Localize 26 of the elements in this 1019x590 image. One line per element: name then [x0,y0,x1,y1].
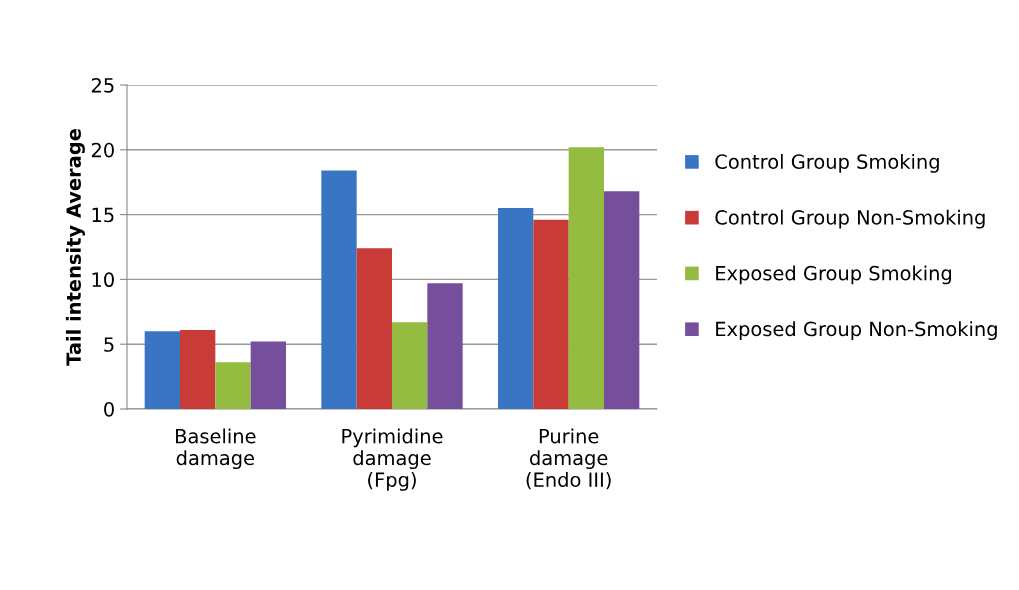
bar [568,147,604,409]
bar [533,219,569,409]
bar [356,248,392,409]
bar [427,283,463,409]
legend-label: Exposed Group Smoking [716,265,952,285]
y-tick-label: 25 [91,77,114,93]
bar [144,331,180,409]
bar [392,322,428,409]
bar [250,341,286,409]
bar [498,208,534,409]
x-tick-label: Pyrimidine damage (Fpg) [342,428,443,491]
bar [215,362,251,409]
y-tick-label: 10 [92,272,114,288]
y-tick-label: 0 [104,401,114,417]
x-tick-label: Baseline damage [176,428,256,470]
y-tick-label: 5 [104,337,114,352]
legend-label: Control Group Smoking [715,153,939,173]
y-tick-label: 15 [92,207,114,223]
y-tick-label: 20 [91,142,114,158]
bar [604,191,640,409]
legend-label: Control Group Non-Smoking [715,209,985,229]
bar [180,329,216,409]
y-axis-title: Tail intensity Average [65,129,85,366]
bar [321,170,357,409]
legend-label: Exposed Group Non-Smoking [716,321,997,341]
x-tick-label: Purine damage (Endo III) [526,428,611,490]
